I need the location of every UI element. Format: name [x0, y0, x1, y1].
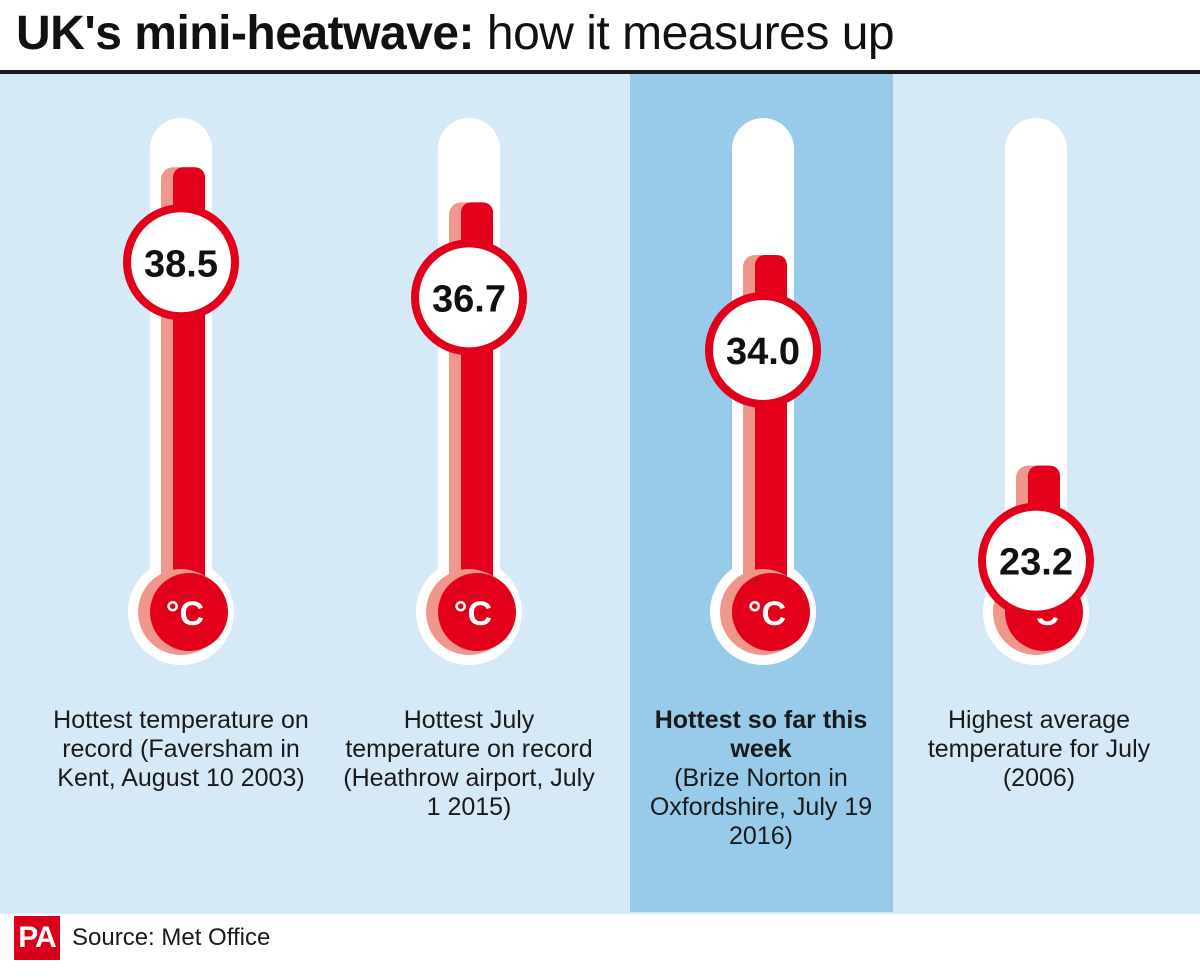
chart-title-bold: UK's mini-heatwave: [16, 7, 475, 60]
bulb-2 [732, 573, 810, 651]
caption-2: Hottest so far this week (Brize Norton i… [630, 706, 892, 851]
caption-3-text: Highest average temperature for July (20… [927, 706, 1151, 792]
pa-logo: PA [14, 916, 60, 960]
data-label-3: 23.2 [999, 542, 1073, 584]
data-label-1: 36.7 [432, 278, 506, 320]
source-note: Source: Met Office [72, 924, 271, 951]
unit-label-0: °C [166, 595, 204, 633]
caption-2-bold: Hottest so far this week [654, 706, 868, 763]
caption-1-text: Hottest July temperature on record (Heat… [343, 706, 595, 821]
unit-label-2: °C [748, 595, 786, 633]
bulb-0 [150, 573, 228, 651]
data-label-2: 34.0 [726, 331, 800, 373]
caption-0-text: Hottest temperature on record (Faversham… [53, 706, 309, 792]
value-badge-2 [705, 292, 821, 408]
title-divider [0, 70, 1200, 74]
chart-title-light: how it measures up [486, 7, 895, 60]
value-badge-3 [978, 502, 1094, 619]
value-badge-0 [123, 204, 239, 321]
unit-label-1: °C [454, 595, 492, 633]
caption-0: Hottest temperature on record (Faversham… [50, 706, 312, 793]
data-label-0: 38.5 [144, 243, 218, 285]
chart-title: UK's mini-heatwave: how it measures up [16, 2, 895, 66]
caption-1: Hottest July temperature on record (Heat… [338, 706, 600, 822]
caption-3: Highest average temperature for July (20… [908, 706, 1170, 793]
caption-2-text: (Brize Norton in Oxfordshire, July 19 20… [649, 764, 873, 850]
bulb-1 [438, 573, 516, 651]
value-badge-1 [411, 239, 527, 356]
